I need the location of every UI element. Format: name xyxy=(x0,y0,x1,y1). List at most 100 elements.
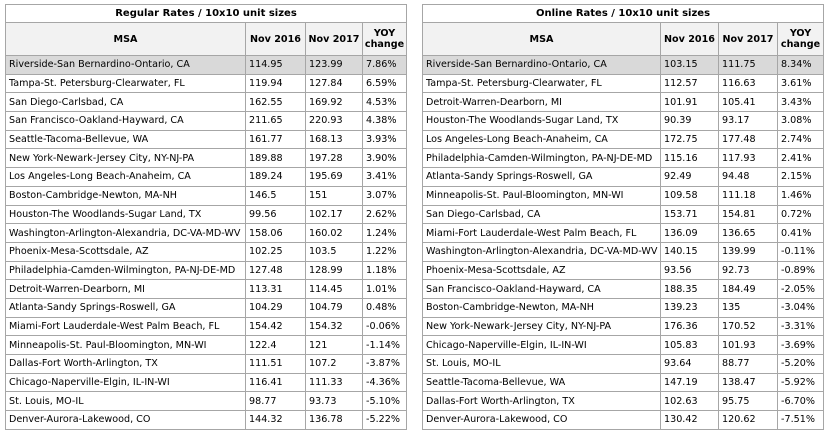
value-cell: 103.15 xyxy=(660,55,719,75)
value-cell: -0.89% xyxy=(777,260,824,281)
msa-cell: Minneapolis-St. Paul-Bloomington, MN-WI xyxy=(5,335,246,355)
data-row: Boston-Cambridge-Newton, MA-NH 146.5 151 3.… xyxy=(5,185,407,206)
value-cell: 177.48 xyxy=(718,129,778,150)
value-cell: 6.59% xyxy=(362,73,407,94)
msa-cell: Los Angeles-Long Beach-Anaheim, CA xyxy=(422,129,661,150)
value-cell: 95.75 xyxy=(718,391,778,412)
value-cell: 139.23 xyxy=(660,297,719,318)
column-header: YOY change xyxy=(362,22,407,56)
data-row: Detroit-Warren-Dearborn, MI 101.91 105.41 3… xyxy=(422,92,824,113)
msa-cell: Washington-Arlington-Alexandria, DC-VA-M… xyxy=(5,223,246,243)
data-row: Phoenix-Mesa-Scottsdale, AZ 93.56 92.73 -0.… xyxy=(422,260,824,281)
value-cell: -5.10% xyxy=(362,391,407,412)
data-row: Riverside-San Bernardino-Ontario, CA 103.… xyxy=(422,55,824,75)
table-title: Regular Rates / 10x10 unit sizes xyxy=(5,4,407,23)
msa-cell: Boston-Cambridge-Newton, MA-NH xyxy=(5,185,246,206)
data-row: Washington-Arlington-Alexandria, DC-VA-M… xyxy=(5,223,407,243)
value-cell: 1.01% xyxy=(362,279,407,299)
msa-cell: New York-Newark-Jersey City, NY-NJ-PA xyxy=(422,316,661,337)
value-cell: -6.70% xyxy=(777,391,824,412)
value-cell: -3.87% xyxy=(362,354,407,374)
msa-cell: Riverside-San Bernardino-Ontario, CA xyxy=(422,55,661,75)
value-cell: 144.32 xyxy=(245,410,306,430)
msa-cell: Minneapolis-St. Paul-Bloomington, MN-WI xyxy=(422,185,661,206)
data-row: Seattle-Tacoma-Bellevue, WA 147.19 138.47-… xyxy=(422,372,824,393)
msa-cell: San Francisco-Oakland-Hayward, CA xyxy=(5,111,246,131)
value-cell: 94.48 xyxy=(718,167,778,187)
msa-cell: Detroit-Warren-Dearborn, MI xyxy=(5,279,246,299)
value-cell: 158.06 xyxy=(245,223,306,243)
value-cell: 90.39 xyxy=(660,111,719,131)
value-cell: 119.94 xyxy=(245,73,306,94)
data-row: Los Angeles-Long Beach-Anaheim, CA 189.24… xyxy=(5,167,407,187)
data-row: Minneapolis-St. Paul-Bloomington, MN-WI 1… xyxy=(422,185,824,206)
msa-cell: San Francisco-Oakland-Hayward, CA xyxy=(422,279,661,299)
value-cell: 3.43% xyxy=(777,92,824,113)
value-cell: 105.41 xyxy=(718,92,778,113)
value-cell: 104.29 xyxy=(245,297,306,318)
value-cell: 111.18 xyxy=(718,185,778,206)
data-row: San Diego-Carlsbad, CA 153.71 154.81 0.72% xyxy=(422,204,824,225)
data-row: Riverside-San Bernardino-Ontario, CA 114.… xyxy=(5,55,407,75)
data-row: Atlanta-Sandy Springs-Roswell, GA 92.49 94… xyxy=(422,167,824,187)
value-cell: 136.65 xyxy=(718,223,778,243)
value-cell: 195.69 xyxy=(305,167,363,187)
column-header: YOY change xyxy=(777,22,824,56)
msa-cell: Philadelphia-Camden-Wilmington, PA-NJ-DE… xyxy=(5,260,246,281)
value-cell: 162.55 xyxy=(245,92,306,113)
table-title: Online Rates / 10x10 unit sizes xyxy=(422,4,824,23)
data-row: Denver-Aurora-Lakewood, CO 130.42 120.62 -7… xyxy=(422,410,824,430)
value-cell: 0.72% xyxy=(777,204,824,225)
data-row: St. Louis, MO-IL 98.77 93.73 -5.10% xyxy=(5,391,407,412)
value-cell: 138.47 xyxy=(718,372,778,393)
value-cell: 112.57 xyxy=(660,73,719,94)
value-cell: 116.41 xyxy=(245,372,306,393)
data-row: Seattle-Tacoma-Bellevue, WA 161.77 168.13 3… xyxy=(5,129,407,150)
value-cell: -3.31% xyxy=(777,316,824,337)
data-row: Boston-Cambridge-Newton, MA-NH 139.23 135-… xyxy=(422,297,824,318)
value-cell: 111.33 xyxy=(305,372,363,393)
msa-cell: Boston-Cambridge-Newton, MA-NH xyxy=(422,297,661,318)
value-cell: 93.17 xyxy=(718,111,778,131)
value-cell: 127.84 xyxy=(305,73,363,94)
value-cell: 0.48% xyxy=(362,297,407,318)
msa-cell: Denver-Aurora-Lakewood, CO xyxy=(5,410,246,430)
value-cell: 93.64 xyxy=(660,354,719,374)
value-cell: 189.88 xyxy=(245,148,306,169)
data-row: San Francisco-Oakland-Hayward, CA 211.65 2… xyxy=(5,111,407,131)
value-cell: -1.14% xyxy=(362,335,407,355)
value-cell: 99.56 xyxy=(245,204,306,225)
header-row: MSA Nov 2016 Nov 2017 YOY change xyxy=(422,22,824,56)
msa-cell: Houston-The Woodlands-Sugar Land, TX xyxy=(422,111,661,131)
value-cell: 136.78 xyxy=(305,410,363,430)
value-cell: 189.24 xyxy=(245,167,306,187)
value-cell: -5.20% xyxy=(777,354,824,374)
data-row: Washington-Arlington-Alexandria, DC-VA-M… xyxy=(422,241,824,262)
value-cell: 102.63 xyxy=(660,391,719,412)
data-row: Tampa-St. Petersburg-Clearwater, FL 119.9… xyxy=(5,73,407,94)
msa-cell: Miami-Fort Lauderdale-West Palm Beach, F… xyxy=(422,223,661,243)
column-header: MSA xyxy=(5,22,246,56)
value-cell: 2.74% xyxy=(777,129,824,150)
msa-cell: Dallas-Fort Worth-Arlington, TX xyxy=(422,391,661,412)
data-row: San Diego-Carlsbad, CA 162.55 169.92 4.53% xyxy=(5,92,407,113)
value-cell: 2.62% xyxy=(362,204,407,225)
value-cell: 103.5 xyxy=(305,241,363,262)
value-cell: 107.2 xyxy=(305,354,363,374)
value-cell: 160.02 xyxy=(305,223,363,243)
online-rates-panel: Online Rates / 10x10 unit sizes MSA Nov 20… xyxy=(422,4,824,430)
value-cell: -7.51% xyxy=(777,410,824,430)
value-cell: 188.35 xyxy=(660,279,719,299)
value-cell: -3.04% xyxy=(777,297,824,318)
value-cell: 111.51 xyxy=(245,354,306,374)
rates-table: Regular Rates / 10x10 unit sizes MSA Nov 2… xyxy=(5,4,407,430)
value-cell: 116.63 xyxy=(718,73,778,94)
data-row: St. Louis, MO-IL 93.64 88.77 -5.20% xyxy=(422,354,824,374)
value-cell: 3.41% xyxy=(362,167,407,187)
value-cell: 170.52 xyxy=(718,316,778,337)
msa-cell: New York-Newark-Jersey City, NY-NJ-PA xyxy=(5,148,246,169)
value-cell: 130.42 xyxy=(660,410,719,430)
msa-cell: Dallas-Fort Worth-Arlington, TX xyxy=(5,354,246,374)
value-cell: 3.93% xyxy=(362,129,407,150)
